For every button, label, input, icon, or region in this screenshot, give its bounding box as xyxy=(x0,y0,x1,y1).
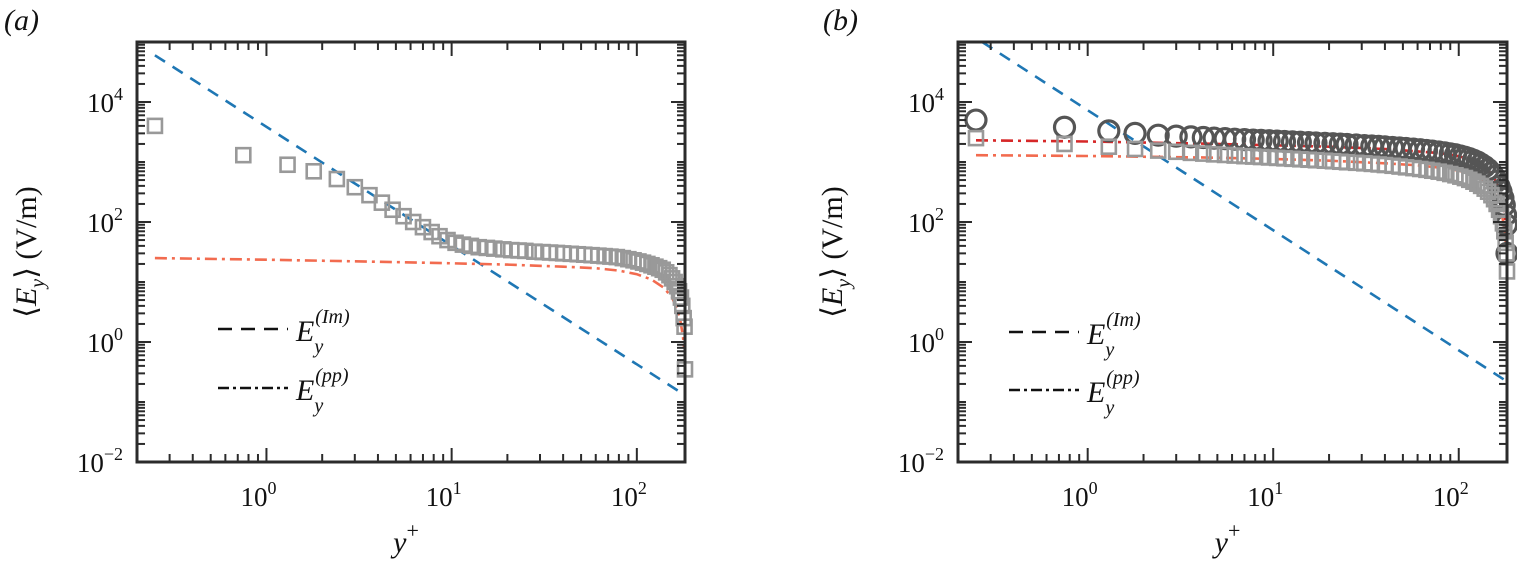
data-point xyxy=(1149,142,1167,159)
data-point xyxy=(1164,124,1188,148)
data-point xyxy=(964,108,988,132)
legend: Ey(Im) Ey(pp) xyxy=(218,306,350,417)
plot-area xyxy=(975,42,1507,383)
y-ticks xyxy=(137,41,685,463)
series-line-e-y-im- xyxy=(981,42,1507,383)
data-point xyxy=(1338,153,1356,171)
legend-label: Ey(pp) xyxy=(1086,367,1140,419)
legend-label: Ey(pp) xyxy=(295,365,349,417)
data-point xyxy=(235,146,252,164)
data-point xyxy=(146,117,164,135)
x-tick-label: 100 xyxy=(1062,478,1098,512)
x-tick-label: 102 xyxy=(611,478,647,512)
data-point xyxy=(1052,115,1077,139)
data-point xyxy=(1182,144,1200,162)
y-tick-label: 10−2 xyxy=(898,444,944,478)
y-ticks xyxy=(958,41,1507,463)
data-point xyxy=(1100,138,1118,155)
y-tick-label: 102 xyxy=(87,204,123,238)
y-tick-label: 102 xyxy=(908,204,944,238)
legend: Ey(Im) Ey(pp) xyxy=(1009,309,1141,419)
data-point xyxy=(1307,151,1325,169)
y-tick-label: 104 xyxy=(908,84,944,118)
data-point xyxy=(279,156,296,174)
series-line-e-y-pp- xyxy=(154,256,685,348)
plot-area xyxy=(154,54,685,397)
y-tick-label: 100 xyxy=(87,324,123,358)
data-point xyxy=(1195,145,1212,162)
data-point xyxy=(1126,140,1144,158)
x-axis-title: y+ xyxy=(390,518,419,559)
panel-label: (a) xyxy=(4,4,39,37)
x-tick-label: 102 xyxy=(1433,478,1469,512)
y-tick-label: 10−2 xyxy=(77,444,123,478)
y-axis-title: ⟨Ey⟩ (V/m) xyxy=(10,186,49,317)
panel-a: (a) 100 101 102 10−2 100 102 104 y+ ⟨Ey⟩ (V/m) Ey(… xyxy=(4,4,694,559)
axes-frame xyxy=(956,40,1509,464)
panel-b: (b) 100 101 102 10−2 100 102 104 y+ ⟨Ey⟩ (V/m) Ey(… xyxy=(816,4,1517,559)
x-axis-title: y+ xyxy=(1212,518,1241,559)
x-tick-label: 101 xyxy=(1247,478,1283,512)
x-tick-label: 101 xyxy=(426,478,462,512)
data-point xyxy=(414,218,432,236)
data-point xyxy=(328,170,346,188)
data-point xyxy=(1236,147,1253,165)
series-dns xyxy=(146,117,694,378)
data-point xyxy=(305,162,323,180)
y-tick-label: 104 xyxy=(87,84,123,118)
x-ticks xyxy=(136,42,638,462)
x-tick-label: 100 xyxy=(240,478,276,512)
x-ticks xyxy=(957,42,1460,462)
data-point xyxy=(1226,147,1243,164)
panel-label: (b) xyxy=(823,4,858,37)
data-point xyxy=(1123,121,1147,145)
data-point xyxy=(1485,190,1503,208)
data-point xyxy=(1056,135,1073,153)
data-point xyxy=(486,240,503,257)
y-axis-title: ⟨Ey⟩ (V/m) xyxy=(816,186,855,317)
legend-label: Ey(Im) xyxy=(1086,309,1141,361)
data-point xyxy=(1205,146,1223,163)
series-dns-case-1 xyxy=(964,108,1517,265)
data-point xyxy=(1146,123,1170,147)
data-point xyxy=(517,242,534,260)
y-tick-label: 100 xyxy=(908,324,944,358)
data-point xyxy=(404,213,422,231)
data-point xyxy=(1216,146,1234,164)
legend-label: Ey(Im) xyxy=(295,306,350,358)
data-point xyxy=(1456,169,1474,187)
data-point xyxy=(967,129,985,147)
